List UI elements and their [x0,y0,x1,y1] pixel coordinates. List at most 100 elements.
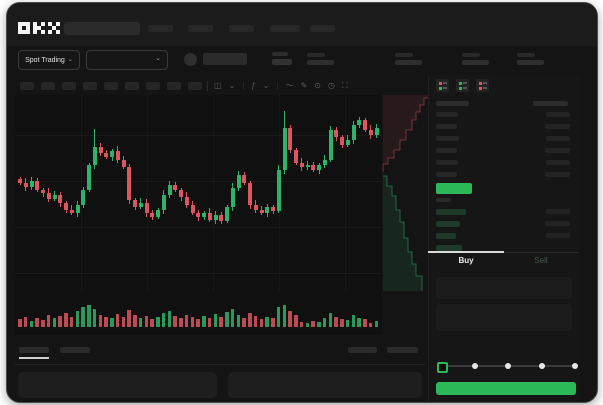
slider-stop-dot[interactable] [471,363,478,369]
line-tool-icon[interactable]: 〜 [285,81,294,90]
timeframe-button[interactable] [20,82,34,90]
nav-item[interactable] [229,25,254,32]
candle-body [259,210,264,213]
slider-stop-dot[interactable] [505,363,511,369]
bid-row-amount[interactable] [545,221,570,226]
nav-item[interactable] [148,25,173,32]
volume-bar [41,320,45,327]
volume-bar [230,309,235,327]
combined-book-icon[interactable] [436,79,449,92]
volume-bar [328,313,332,327]
book-icon-dot [438,81,442,85]
ask-row-price[interactable] [436,160,458,165]
ask-row-price[interactable] [436,124,457,129]
v-gridline [213,95,214,291]
candle-body [87,165,91,190]
volume-bar [340,319,344,327]
nav-item[interactable] [188,25,213,32]
bid-row-price[interactable] [436,209,466,215]
volume-bar [317,322,321,327]
bid-row-amount[interactable] [546,209,570,214]
volume-bar [23,317,28,327]
timeframe-button[interactable] [62,82,76,90]
candle-body [35,181,40,190]
market-type-dropdown[interactable]: Spot Trading ⌄ [18,50,80,70]
orders-tab[interactable] [19,347,49,353]
ask-row-price[interactable] [436,112,458,117]
candle-body [179,190,183,197]
candle-body [52,195,57,199]
pair-select[interactable]: ⌄ [86,50,168,70]
ask-row-amount[interactable] [545,148,570,153]
candle-body [115,151,120,160]
timeframe-button[interactable] [83,82,97,90]
sell-tab[interactable]: Sell [504,252,578,268]
fullscreen-icon[interactable]: ⛶ [341,81,348,90]
chevron-down-icon[interactable]: ⌄ [262,81,270,90]
volume-bar [75,311,79,327]
candle-body [184,197,189,205]
timeframe-button[interactable] [188,82,202,90]
bottom-action-placeholder[interactable] [387,347,418,353]
slider-stop-dot[interactable] [538,363,545,369]
candle-body [219,215,224,221]
ask-row-price[interactable] [436,172,457,177]
toolbar-separator: | [276,81,279,90]
bottom-action-placeholder[interactable] [348,347,377,353]
ask-row-amount[interactable] [545,124,570,129]
timeframe-button[interactable] [146,82,160,90]
price-field[interactable] [436,277,572,299]
asks-book-icon[interactable] [476,79,489,92]
volume-bar [179,318,183,327]
snapshot-icon[interactable]: ⊙ [314,81,321,90]
ask-row-amount[interactable] [546,136,570,141]
search-input[interactable] [64,22,140,35]
slider-stop-dot[interactable] [572,363,578,369]
indicators-icon[interactable]: ƒ [251,81,256,90]
h-gridline [15,181,382,182]
history-tab[interactable] [60,347,90,353]
ask-row-amount[interactable] [546,112,570,117]
last-price-label-placeholder [272,52,288,56]
ask-row-amount[interactable] [546,160,570,165]
price-chart[interactable] [15,95,382,335]
nav-item[interactable] [310,25,335,32]
buy-tab[interactable]: Buy [428,251,504,268]
timeframe-button[interactable] [125,82,139,90]
volume-bar [305,323,309,327]
buy-button[interactable] [436,382,576,395]
toolbar-separator: | [242,81,245,90]
book-icon-line [443,87,447,89]
ask-row-amount[interactable] [545,172,570,177]
ask-row-price[interactable] [436,136,459,141]
timeframe-button[interactable] [104,82,118,90]
volume-bar [351,315,355,327]
amount-field[interactable] [436,304,572,331]
bid-row-price[interactable] [436,245,462,251]
amount-slider[interactable] [436,358,578,374]
candle-body [127,167,132,200]
bottom-divider [15,364,425,365]
bids-book-icon[interactable] [456,79,469,92]
replay-icon[interactable]: ◷ [327,81,335,90]
slider-handle[interactable] [436,361,448,373]
ask-row-price[interactable] [436,148,457,153]
chevron-down-icon[interactable]: ⌄ [228,81,236,90]
candle-body [104,153,109,157]
timeframe-button[interactable] [167,82,181,90]
bid-row-price[interactable] [436,233,456,239]
nav-item[interactable] [270,25,300,32]
draw-icon[interactable]: ✎ [300,81,308,90]
h-gridline [15,273,382,274]
candle-body [317,165,321,170]
volume-bar [225,312,229,327]
bid-row-amount[interactable] [546,233,570,238]
orderbook-last-price-bar[interactable] [436,183,472,194]
timeframe-button[interactable] [41,82,55,90]
candle-body [368,130,373,135]
bid-row-price[interactable] [436,221,460,227]
volume-bar [133,315,137,327]
candle-style-icon[interactable]: ◫ [214,81,222,90]
okx-logo[interactable] [18,22,60,34]
candle-body [190,205,195,213]
